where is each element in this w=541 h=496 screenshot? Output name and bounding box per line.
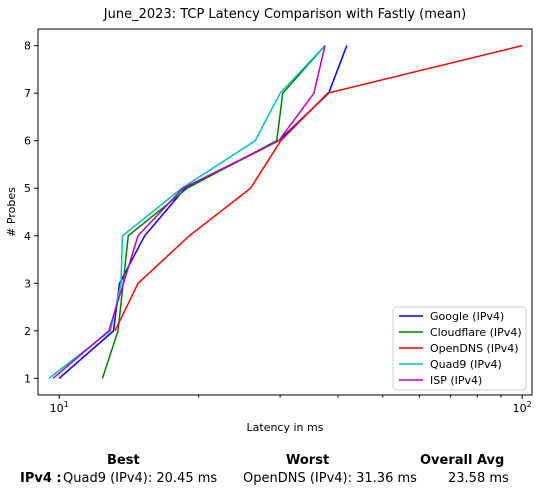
y-tick-label: 7: [24, 87, 31, 100]
worst-header: Worst: [286, 453, 330, 468]
x-tick-label: 102: [513, 400, 532, 415]
y-tick-label: 5: [24, 182, 31, 195]
best-header: Best: [107, 453, 140, 468]
y-axis-label: # Probes: [5, 187, 18, 237]
y-tick-label: 2: [24, 325, 31, 338]
legend-label: OpenDNS (IPv4): [430, 342, 519, 355]
series-line-3: [48, 45, 326, 379]
worst-value: OpenDNS (IPv4): 31.36 ms: [243, 471, 417, 486]
plot-frame: [37, 28, 533, 396]
x-tick-label: 101: [50, 400, 69, 415]
legend-label: Google (IPv4): [430, 310, 504, 323]
legend-box: [392, 306, 527, 391]
x-axis-label: Latency in ms: [247, 421, 324, 434]
legend-label: Quad9 (IPv4): [430, 358, 502, 371]
latency-chart: June_2023: TCP Latency Comparison with F…: [5, 7, 533, 434]
legend-label: ISP (IPv4): [430, 374, 482, 387]
chart-title: June_2023: TCP Latency Comparison with F…: [103, 7, 466, 22]
ipv4-row-label: IPv4 :: [20, 471, 62, 486]
best-value: Quad9 (IPv4): 20.45 ms: [63, 471, 218, 486]
y-tick-label: 6: [24, 135, 31, 148]
series-line-1: [101, 45, 326, 379]
overall-avg-value: 23.58 ms: [448, 471, 509, 486]
legend: Google (IPv4) Cloudflare (IPv4) OpenDNS (I…: [392, 306, 527, 391]
series-line-4: [52, 45, 326, 379]
y-tick-label: 8: [24, 40, 31, 53]
y-tick-label: 4: [24, 230, 31, 243]
overall-avg-header: Overall Avg: [420, 453, 505, 468]
series-line-2: [114, 44, 523, 332]
y-tick-label: 3: [24, 277, 31, 290]
legend-label: Cloudflare (IPv4): [430, 326, 522, 339]
summary-panel: Best Worst Overall Avg IPv4 : Quad9 (IPv…: [0, 448, 541, 496]
series-line-0: [58, 45, 348, 379]
y-tick-label: 1: [24, 372, 31, 385]
